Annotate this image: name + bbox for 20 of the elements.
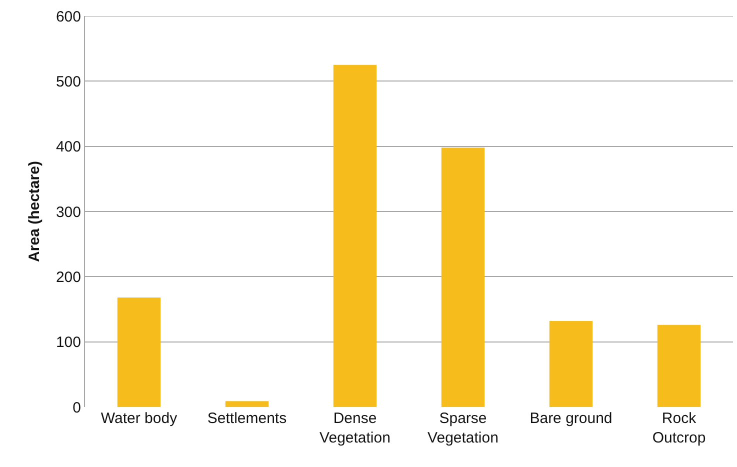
x-tick-label: Dense Vegetation — [320, 410, 390, 446]
bar — [225, 401, 269, 407]
bar — [117, 298, 161, 407]
x-tick-label: Settlements — [207, 410, 287, 427]
x-tick-label: Rock Outcrop — [652, 410, 706, 446]
y-tick-label: 600 — [56, 8, 81, 26]
bar — [333, 64, 377, 407]
bar — [549, 320, 593, 407]
y-tick-label: 0 — [72, 399, 81, 416]
y-axis-title: Area (hectare) — [26, 161, 44, 262]
x-tick-label: Sparse Vegetation — [428, 410, 498, 446]
y-tick-label: 300 — [56, 204, 81, 221]
x-tick-label: Water body — [100, 410, 178, 427]
y-tick-label: 200 — [56, 268, 81, 286]
bar — [657, 324, 701, 407]
y-tick-label: 500 — [56, 73, 81, 90]
y-tick-label: 100 — [56, 334, 81, 352]
bar — [441, 148, 485, 407]
y-tick-label: 400 — [56, 138, 81, 156]
x-tick-label: Bare ground — [530, 410, 612, 427]
